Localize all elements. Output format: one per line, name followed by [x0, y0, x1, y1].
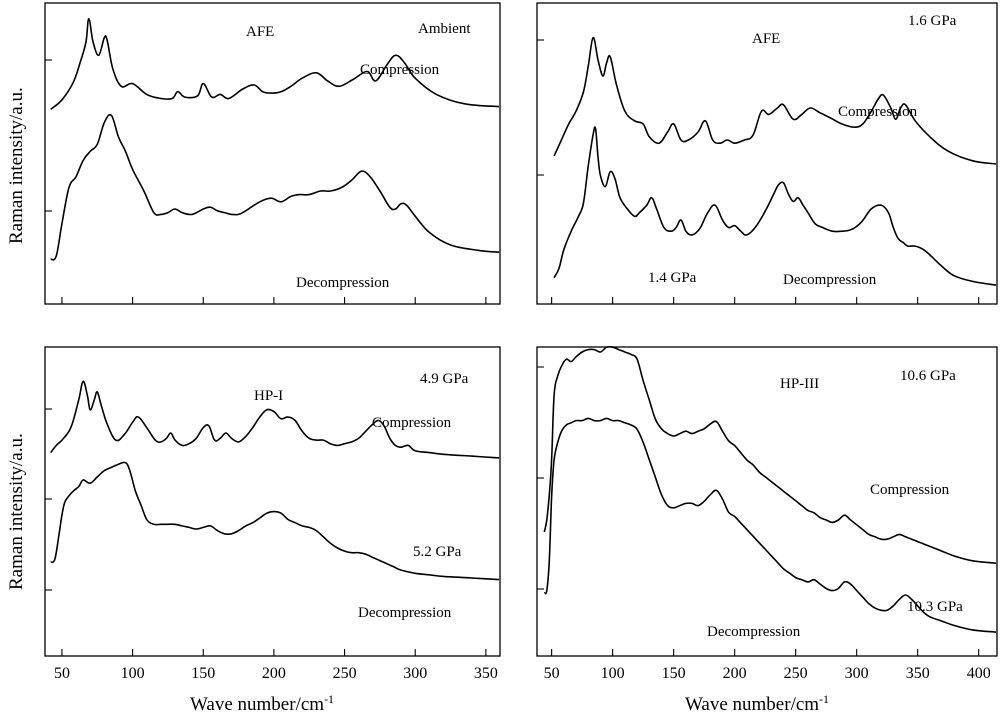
x-axis-label-left: Wave number/cm-1	[190, 692, 334, 715]
panel-frame-top-left	[44, 2, 501, 305]
x-axis-ticks-bottom-left: 50 100 150 200 250 300 350	[54, 649, 498, 682]
annotation-decompression: Decompression	[783, 272, 877, 288]
annotation-decompression: Decompression	[296, 275, 390, 291]
panel-frame-top-right	[536, 2, 998, 305]
y-axis-label-top: Raman intensity/a.u.	[6, 87, 27, 244]
annotation-phase-afe: AFE	[752, 31, 780, 47]
x-tick-label: 350	[474, 665, 498, 682]
x-axis-ticks-top-left	[61, 297, 487, 304]
series-line-top-right-compression	[553, 36, 997, 165]
x-tick-label: 250	[784, 665, 808, 682]
x-tick-label: 350	[906, 665, 930, 682]
series-line-bottom-left-decompression	[50, 461, 500, 581]
x-axis-label-right: Wave number/cm-1	[685, 692, 829, 715]
x-tick-label: 250	[333, 665, 357, 682]
series-line-bottom-right-decompression	[543, 417, 997, 633]
x-tick-label: 200	[262, 665, 286, 682]
annotation-pressure-decompression: 5.2 GPa	[413, 544, 462, 560]
annotation-compression: Compression	[870, 482, 950, 498]
x-tick-label: 50	[544, 665, 560, 682]
series-line-top-right-decompression	[553, 126, 997, 286]
annotation-pressure-compression: 10.6 GPa	[900, 368, 956, 384]
x-tick-label: 100	[601, 665, 625, 682]
x-tick-label: 100	[121, 665, 145, 682]
series-line-top-left-decompression	[50, 113, 500, 261]
series-line-bottom-left-compression	[50, 380, 500, 459]
annotation-compression: Compression	[360, 62, 440, 78]
annotation-compression: Compression	[372, 415, 452, 431]
annotation-decompression: Decompression	[358, 605, 452, 621]
annotation-phase-afe: AFE	[246, 24, 274, 40]
series-line-bottom-right-compression	[543, 345, 997, 564]
panel-frame-bottom-right	[536, 346, 998, 657]
annotation-compression: Compression	[838, 104, 918, 120]
annotation-phase-hp-iii: HP-III	[780, 376, 819, 392]
annotation-pressure-decompression: 1.4 GPa	[648, 270, 697, 286]
x-tick-label: 300	[845, 665, 869, 682]
annotation-pressure-decompression: 10.3 GPa	[907, 599, 963, 615]
x-tick-label: 150	[191, 665, 215, 682]
y-axis-label-bottom: Raman intensity/a.u.	[6, 433, 27, 590]
x-tick-label: 50	[54, 665, 70, 682]
panel-frame-bottom-left	[44, 346, 501, 657]
annotation-decompression: Decompression	[707, 624, 801, 640]
x-tick-label: 200	[723, 665, 747, 682]
x-axis-ticks-top-right	[551, 297, 980, 304]
x-tick-label: 150	[662, 665, 686, 682]
x-tick-label: 400	[967, 665, 991, 682]
series-line-top-left-compression	[50, 18, 500, 110]
annotation-pressure-compression: 4.9 GPa	[420, 371, 469, 387]
annotation-pressure-compression: 1.6 GPa	[908, 13, 957, 29]
x-axis-ticks-bottom-right: 50 100 150 200 250 300 350 400	[544, 649, 991, 682]
x-tick-label: 300	[403, 665, 427, 682]
annotation-phase-hp-i: HP-I	[254, 388, 283, 404]
annotation-condition-ambient: Ambient	[418, 21, 471, 37]
